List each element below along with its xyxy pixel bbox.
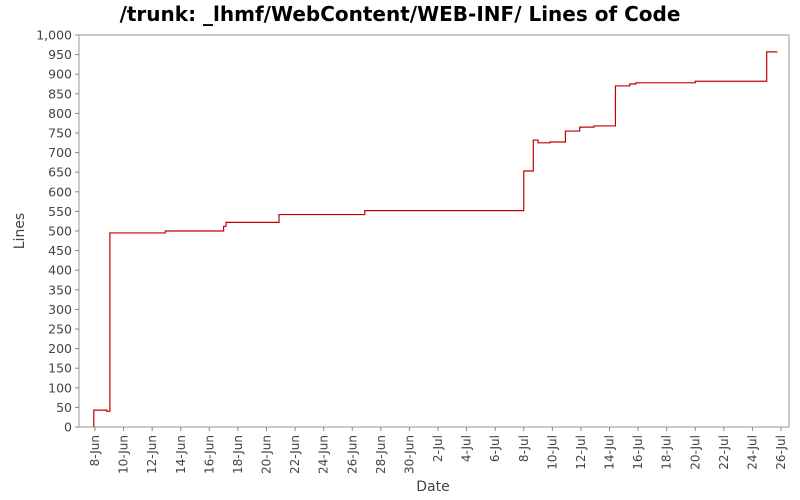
x-tick-label: 24-Jul [745, 435, 759, 470]
x-axis: 8-Jun 10-Jun 12-Jun 14-Jun 16-Jun 18-Jun 20-Ju… [88, 427, 788, 474]
x-tick-label: 8-Jun [88, 435, 102, 466]
x-tick-label: 28-Jun [374, 435, 388, 474]
x-tick-label: 16-Jul [631, 435, 645, 470]
x-tick-label: 14-Jul [603, 435, 617, 470]
y-tick-label: 150 [48, 361, 72, 376]
series-layer [93, 51, 778, 427]
x-tick-label: 30-Jun [402, 435, 416, 474]
y-tick-label: 450 [48, 243, 72, 258]
x-tick-label: 2-Jul [431, 435, 445, 462]
y-tick-label: 1,000 [36, 28, 72, 43]
x-tick-label: 16-Jun [202, 435, 216, 474]
x-tick-label: 4-Jul [460, 435, 474, 462]
x-tick-label: 12-Jul [574, 435, 588, 470]
y-tick-label: 400 [48, 263, 72, 278]
x-tick-label: 14-Jun [174, 435, 188, 474]
x-axis-label: Date [416, 479, 449, 495]
chart-title: /trunk: _lhmf/WebContent/WEB-INF/ Lines … [119, 2, 681, 26]
y-tick-label: 500 [48, 224, 72, 239]
x-tick-label: 18-Jun [231, 435, 245, 474]
x-tick-label: 22-Jul [717, 435, 731, 470]
y-axis: 0 50 100 150 200 250 300 350 400 450 500 550 600 650 7… [36, 28, 79, 435]
y-tick-label: 950 [48, 47, 72, 62]
y-tick-label: 300 [48, 302, 72, 317]
x-tick-label: 26-Jun [345, 435, 359, 474]
y-tick-label: 0 [64, 420, 72, 435]
y-tick-label: 200 [48, 341, 72, 356]
y-tick-label: 600 [48, 184, 72, 199]
series-line-0 [93, 51, 778, 427]
y-tick-label: 650 [48, 165, 72, 180]
x-tick-label: 8-Jul [517, 435, 531, 462]
y-tick-label: 350 [48, 282, 72, 297]
y-tick-label: 550 [48, 204, 72, 219]
x-tick-label: 24-Jun [317, 435, 331, 474]
x-tick-label: 20-Jun [260, 435, 274, 474]
x-tick-label: 6-Jul [488, 435, 502, 462]
y-tick-label: 100 [48, 380, 72, 395]
x-tick-label: 26-Jul [774, 435, 788, 470]
y-tick-label: 50 [56, 400, 72, 415]
x-tick-label: 18-Jul [660, 435, 674, 470]
x-tick-label: 10-Jul [545, 435, 559, 470]
x-tick-label: 20-Jul [688, 435, 702, 470]
x-tick-label: 22-Jun [288, 435, 302, 474]
y-tick-label: 850 [48, 86, 72, 101]
y-axis-label: Lines [12, 213, 28, 249]
y-tick-label: 900 [48, 67, 72, 82]
x-tick-label: 10-Jun [117, 435, 131, 474]
x-tick-label: 12-Jun [145, 435, 159, 474]
y-tick-label: 750 [48, 126, 72, 141]
y-tick-label: 700 [48, 145, 72, 160]
y-tick-label: 250 [48, 322, 72, 337]
y-tick-label: 800 [48, 106, 72, 121]
